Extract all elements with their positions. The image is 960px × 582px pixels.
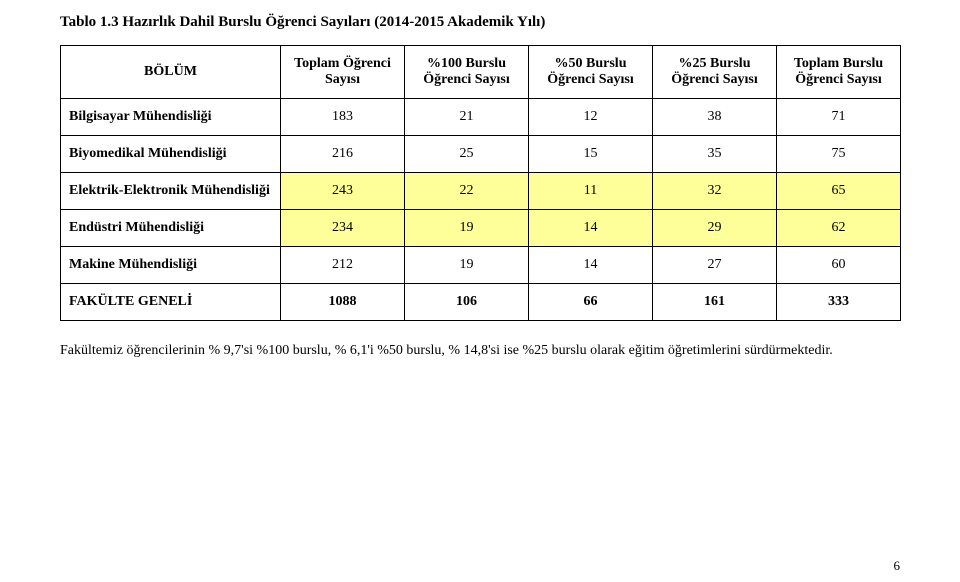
table-row: Makine Mühendisliği 212 19 14 27 60: [61, 247, 901, 284]
cell-value: 12: [529, 99, 652, 135]
cell-value: 14: [529, 247, 652, 283]
cell-value: 333: [777, 284, 900, 320]
cell-value: 106: [405, 284, 528, 320]
table-header-row: BÖLÜM Toplam Öğrenci Sayısı %100 Burslu …: [61, 46, 901, 99]
cell-value: 243: [281, 173, 404, 209]
page-number: 6: [894, 558, 901, 574]
cell-value: 71: [777, 99, 900, 135]
cell-value: 216: [281, 136, 404, 172]
cell-value: 1088: [281, 284, 404, 320]
scholarship-table: BÖLÜM Toplam Öğrenci Sayısı %100 Burslu …: [60, 45, 901, 321]
cell-value: 15: [529, 136, 652, 172]
col-25-scholarship: %25 Burslu Öğrenci Sayısı: [653, 46, 776, 98]
cell-value: 183: [281, 99, 404, 135]
table-row: Elektrik-Elektronik Mühendisliği 243 22 …: [61, 173, 901, 210]
cell-value: 212: [281, 247, 404, 283]
cell-value: 21: [405, 99, 528, 135]
cell-value: 32: [653, 173, 776, 209]
col-total-students: Toplam Öğrenci Sayısı: [281, 46, 404, 98]
cell-value: 161: [653, 284, 776, 320]
table-row: Bilgisayar Mühendisliği 183 21 12 38 71: [61, 99, 901, 136]
col-50-scholarship: %50 Burslu Öğrenci Sayısı: [529, 46, 652, 98]
cell-value: 65: [777, 173, 900, 209]
cell-value: 62: [777, 210, 900, 246]
dept-name: Makine Mühendisliği: [61, 247, 280, 283]
col-total-scholarship: Toplam Burslu Öğrenci Sayısı: [777, 46, 900, 98]
cell-value: 19: [405, 210, 528, 246]
cell-value: 27: [653, 247, 776, 283]
cell-value: 22: [405, 173, 528, 209]
table-row: Endüstri Mühendisliği 234 19 14 29 62: [61, 210, 901, 247]
col-dept: BÖLÜM: [61, 54, 280, 90]
cell-value: 11: [529, 173, 652, 209]
dept-name: FAKÜLTE GENELİ: [61, 284, 280, 320]
dept-name: Biyomedikal Mühendisliği: [61, 136, 280, 172]
cell-value: 38: [653, 99, 776, 135]
table-title: Tablo 1.3 Hazırlık Dahil Burslu Öğrenci …: [60, 14, 900, 31]
footer-paragraph: Fakültemiz öğrencilerinin % 9,7'si %100 …: [60, 343, 900, 359]
table-row: FAKÜLTE GENELİ 1088 106 66 161 333: [61, 284, 901, 321]
col-100-scholarship: %100 Burslu Öğrenci Sayısı: [405, 46, 528, 98]
cell-value: 35: [653, 136, 776, 172]
dept-name: Bilgisayar Mühendisliği: [61, 99, 280, 135]
cell-value: 66: [529, 284, 652, 320]
cell-value: 25: [405, 136, 528, 172]
cell-value: 75: [777, 136, 900, 172]
cell-value: 14: [529, 210, 652, 246]
table-row: Biyomedikal Mühendisliği 216 25 15 35 75: [61, 136, 901, 173]
cell-value: 29: [653, 210, 776, 246]
dept-name: Endüstri Mühendisliği: [61, 210, 280, 246]
cell-value: 60: [777, 247, 900, 283]
dept-name: Elektrik-Elektronik Mühendisliği: [61, 173, 280, 209]
cell-value: 19: [405, 247, 528, 283]
cell-value: 234: [281, 210, 404, 246]
